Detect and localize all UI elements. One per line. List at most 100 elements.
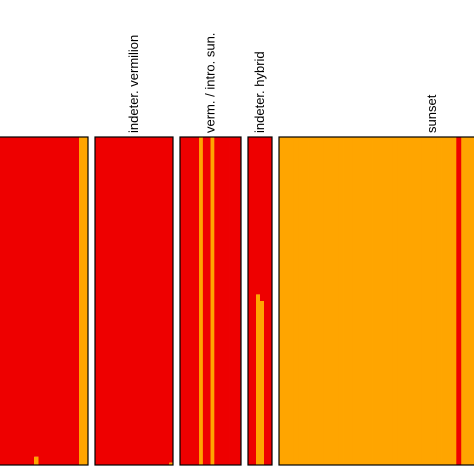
individual-bar-cluster-1 (95, 137, 100, 465)
individual-bar-cluster-2 (402, 137, 408, 465)
individual-bar-cluster-1 (16, 137, 21, 465)
individual-bar-cluster-2 (392, 137, 398, 465)
individual-bar-cluster-2 (407, 137, 413, 465)
individual-bar-cluster-1 (256, 137, 261, 295)
individual-bar-cluster-2 (169, 462, 174, 465)
individual-bar-cluster-2 (382, 137, 388, 465)
individual-bar-cluster-1 (7, 137, 12, 465)
individual-bar-cluster-1 (153, 137, 158, 465)
individual-bar-cluster-1 (56, 137, 62, 465)
individual-bar-cluster-1 (137, 137, 143, 465)
individual-bar-cluster-2 (387, 137, 393, 465)
population-label: indeter. hybrid (252, 51, 267, 133)
panel-border (179, 136, 242, 466)
individual-bar-cluster-2 (436, 137, 442, 465)
individual-bar-cluster-1 (43, 137, 48, 465)
individual-bar-cluster-2 (338, 137, 344, 465)
individual-bar-cluster-1 (169, 137, 174, 463)
individual-bar-cluster-1 (34, 137, 39, 457)
individual-bar-cluster-2 (377, 137, 383, 465)
individual-bar-cluster-1 (183, 137, 189, 465)
individual-bar-cluster-2 (288, 137, 295, 465)
individual-bar-cluster-1 (25, 137, 30, 465)
individual-bar-cluster-1 (229, 137, 234, 465)
individual-bar-cluster-1 (114, 137, 119, 465)
individual-bar-cluster-1 (218, 137, 223, 465)
individual-bar-cluster-2 (372, 137, 378, 465)
population-label: indeter. vermilion (126, 35, 141, 133)
individual-bar-cluster-2 (79, 137, 84, 465)
individual-bar-cluster-1 (145, 137, 150, 465)
individual-bar-cluster-1 (165, 137, 170, 465)
individual-bar-cluster-1 (456, 137, 462, 465)
individual-bar-cluster-2 (357, 137, 364, 465)
individual-bar-cluster-1 (70, 137, 75, 465)
individual-bar-cluster-1 (248, 137, 253, 465)
individual-bar-cluster-1 (102, 137, 108, 465)
individual-bar-cluster-2 (34, 456, 39, 465)
population-label: verm. / intro. sun. (203, 33, 218, 133)
individual-bar-cluster-1 (141, 137, 147, 465)
individual-bar-cluster-2 (451, 137, 457, 465)
individual-bar-cluster-2 (367, 137, 373, 465)
individual-bar-cluster-1 (202, 137, 208, 465)
individual-bar-cluster-1 (134, 137, 139, 465)
individual-bar-cluster-2 (328, 137, 334, 465)
population-label: sunset (424, 94, 439, 133)
individual-bar-cluster-1 (20, 137, 26, 465)
individual-bar-cluster-2 (199, 137, 204, 465)
population-panel (179, 136, 242, 466)
individual-bar-cluster-1 (195, 137, 200, 465)
individual-bar-cluster-2 (352, 137, 359, 465)
individual-bar-cluster-2 (416, 137, 423, 465)
individual-bar-cluster-2 (293, 137, 300, 465)
individual-bar-cluster-2 (260, 301, 265, 465)
individual-bar-cluster-2 (411, 137, 418, 465)
individual-bar-cluster-1 (221, 137, 227, 465)
individual-bar-cluster-2 (397, 137, 403, 465)
individual-bar-cluster-2 (210, 137, 215, 465)
individual-bar-cluster-1 (157, 137, 162, 465)
individual-bar-cluster-1 (130, 137, 135, 465)
individual-bar-cluster-1 (187, 137, 192, 465)
individual-bar-cluster-1 (233, 137, 238, 465)
individual-bar-cluster-2 (308, 137, 314, 465)
panel-border (0, 136, 89, 466)
individual-bar-cluster-1 (98, 137, 104, 465)
individual-bar-cluster-2 (471, 137, 474, 465)
individual-bar-cluster-2 (333, 137, 339, 465)
individual-bar-cluster-1 (126, 137, 131, 465)
individual-bar-cluster-1 (260, 137, 265, 301)
individual-bar-cluster-2 (461, 137, 467, 465)
individual-bar-cluster-1 (47, 137, 53, 465)
individual-bar-cluster-1 (118, 137, 123, 465)
individual-bar-cluster-1 (252, 137, 257, 465)
individual-bar-cluster-1 (29, 137, 35, 465)
panel-border (94, 136, 174, 466)
population-panel (0, 136, 89, 466)
individual-bar-cluster-1 (161, 137, 166, 465)
individual-bar-cluster-2 (343, 137, 349, 465)
individual-bar-cluster-1 (65, 137, 71, 465)
individual-bar-cluster-1 (214, 137, 219, 465)
individual-bar-cluster-2 (441, 137, 447, 465)
individual-bar-cluster-2 (279, 137, 285, 465)
individual-bar-cluster-1 (180, 137, 185, 465)
individual-bar-cluster-2 (446, 137, 452, 465)
individual-bar-cluster-1 (61, 137, 66, 465)
individual-bar-cluster-1 (11, 137, 17, 465)
individual-bar-cluster-1 (264, 137, 269, 465)
individual-bar-cluster-1 (110, 137, 115, 465)
individual-bar-cluster-2 (426, 137, 433, 465)
individual-bar-cluster-2 (313, 137, 319, 465)
individual-bar-cluster-2 (298, 137, 305, 465)
individual-bar-cluster-1 (52, 137, 57, 465)
individual-bar-cluster-2 (256, 294, 261, 465)
individual-bar-cluster-2 (303, 137, 309, 465)
individual-bar-cluster-1 (0, 137, 3, 465)
individual-bar-cluster-1 (225, 137, 230, 465)
individual-bar-cluster-2 (362, 137, 369, 465)
individual-bar-cluster-2 (318, 137, 324, 465)
individual-bar-cluster-1 (106, 137, 111, 465)
